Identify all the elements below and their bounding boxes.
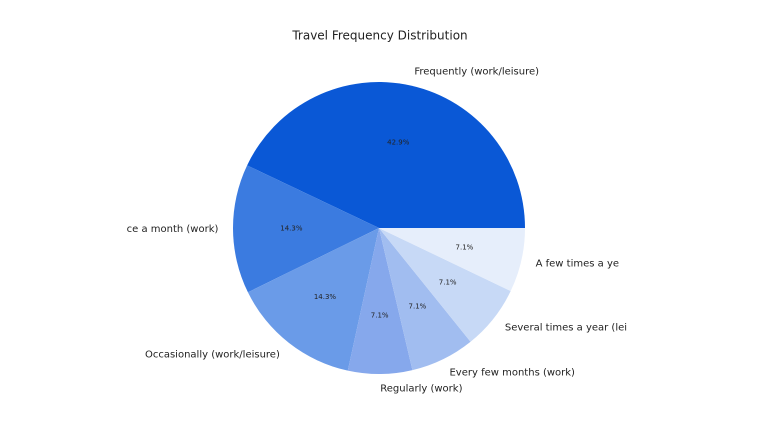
- category-label: Several times a year (lei: [505, 323, 627, 334]
- category-label: Frequently (work/leisure): [414, 66, 539, 77]
- value-label: 42.9%: [387, 139, 410, 147]
- pie-slice: [347, 228, 413, 374]
- pie-slice: [233, 165, 379, 293]
- value-label: 14.3%: [280, 225, 303, 233]
- value-label: 7.1%: [456, 243, 474, 251]
- category-label: A few times a ye: [536, 259, 619, 270]
- pie-slice: [247, 228, 379, 371]
- category-label: Occasionally (work/leisure): [145, 349, 280, 360]
- value-label: 7.1%: [371, 312, 389, 320]
- category-label: ce a month (work): [127, 224, 219, 235]
- category-label: Every few months (work): [449, 367, 575, 378]
- chart-title: Travel Frequency Distribution: [291, 29, 467, 43]
- value-label: 7.1%: [409, 303, 427, 311]
- category-label: Regularly (work): [380, 384, 462, 395]
- pie-slice: [379, 228, 525, 292]
- value-label: 7.1%: [439, 278, 457, 286]
- pie-slice: [379, 228, 511, 342]
- pie-slice: [379, 228, 471, 371]
- value-label: 14.3%: [314, 293, 337, 301]
- pie-slice: [247, 82, 525, 229]
